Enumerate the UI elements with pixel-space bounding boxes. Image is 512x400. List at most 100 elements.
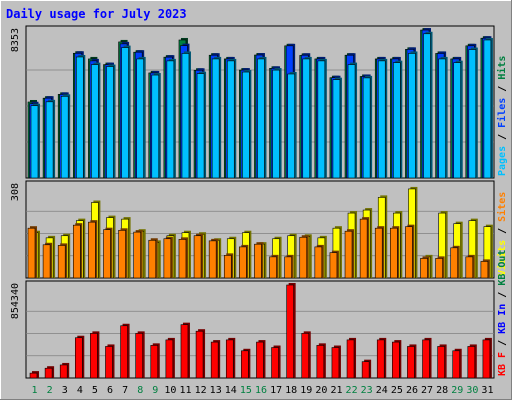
x-tick-label: 16 (255, 385, 267, 396)
sites-bar (72, 224, 81, 279)
sites-bar (27, 227, 36, 279)
sites-bar (42, 244, 51, 279)
sites-bar (208, 240, 217, 279)
pages-bar (287, 73, 295, 179)
kb-f-bar (422, 339, 430, 379)
pages-bar (196, 73, 205, 179)
sites-bar (254, 243, 262, 279)
kb-f-bar (120, 325, 128, 379)
x-tick-label: 24 (376, 385, 388, 396)
kb-f-bar (271, 347, 279, 379)
x-tick-label: 17 (270, 385, 282, 396)
pages-bar (332, 79, 341, 179)
kb-f-bar (301, 333, 310, 379)
y-max-label-top: 8353 (10, 28, 21, 52)
legend-entry: / (497, 128, 508, 146)
kb-f-bar (437, 346, 445, 379)
x-tick-label: 2 (47, 385, 53, 396)
x-tick-label: 14 (225, 385, 237, 396)
x-tick-label: 13 (210, 385, 222, 396)
legend-entry: Files (496, 98, 508, 128)
pages-bar (151, 74, 160, 179)
x-tick-label: 28 (436, 385, 448, 396)
pages-bar (483, 39, 492, 179)
x-tick-label: 1 (32, 385, 38, 396)
legend-bottom: KB F / KB In / KB Out (497, 250, 508, 376)
sites-bar (193, 235, 202, 279)
pages-bar (181, 53, 190, 179)
kb-f-bar (44, 367, 53, 379)
x-tick-label: 19 (300, 385, 312, 396)
pages-bar (226, 60, 235, 179)
pages-bar (393, 62, 401, 179)
kb-f-bar (392, 341, 400, 379)
pages-bar (136, 58, 144, 179)
pages-bar (166, 60, 175, 179)
kb-f-bar (210, 341, 219, 379)
x-tick-label: 23 (361, 385, 373, 396)
pages-bar (75, 56, 84, 179)
sites-bar (314, 246, 323, 279)
kb-f-bar (361, 361, 370, 379)
pages-bar (45, 101, 54, 179)
kb-f-bar (165, 339, 174, 379)
kb-f-bar (316, 345, 325, 379)
panel-middle: 308 Visits / Sites (10, 180, 508, 279)
sites-bar (118, 229, 126, 279)
kb-f-bar (467, 346, 476, 379)
panel-bottom: 854340 KB F / KB In / KB Out (10, 250, 508, 379)
legend-entry: KB F (497, 352, 508, 376)
pages-bar (408, 53, 416, 179)
sites-bar (88, 221, 96, 279)
sites-bar (344, 230, 353, 279)
sites-bar (299, 236, 308, 279)
x-tick-label: 8 (137, 385, 143, 396)
pages-bar (257, 58, 265, 179)
legend-entry: / (497, 286, 508, 304)
kb-f-bar (105, 346, 113, 379)
sites-bar (284, 256, 292, 279)
x-tick-label: 5 (92, 385, 98, 396)
sites-bar (374, 227, 383, 279)
sites-bar (269, 256, 277, 279)
kb-f-bar (59, 364, 68, 379)
kb-f-bar (90, 333, 98, 379)
kb-f-bar (225, 339, 234, 379)
x-tick-label: 12 (195, 385, 207, 396)
kb-f-bar (180, 324, 189, 379)
sites-bar (163, 238, 172, 279)
kb-f-bar (346, 339, 355, 379)
y-max-label-middle: 308 (10, 183, 21, 201)
kb-f-bar (195, 330, 204, 379)
legend-entry: Visits (496, 240, 508, 276)
pages-bar (347, 64, 356, 179)
legend-entry: / (497, 334, 508, 352)
x-tick-label: 30 (466, 385, 478, 396)
x-tick-label: 15 (240, 385, 252, 396)
sites-bar (329, 252, 338, 279)
kb-f-bar (407, 346, 415, 379)
sites-bar (390, 227, 398, 279)
x-tick-label: 9 (152, 385, 158, 396)
sites-bar (435, 258, 443, 279)
pages-bar (121, 47, 129, 179)
x-tick-label: 18 (285, 385, 297, 396)
kb-f-bar (452, 350, 461, 379)
x-tick-label: 10 (164, 385, 176, 396)
legend-entry: / (497, 80, 508, 98)
kb-f-bar (256, 341, 264, 379)
sites-bar (450, 247, 459, 279)
pages-bar (453, 62, 462, 179)
x-tick-label: 31 (481, 385, 493, 396)
x-axis-labels: 1 2 3 4 5 6 7 8 9 10 11 12 13 14 15 16 17 18 19 20 21 22 23 24 2… (32, 385, 494, 396)
pages-bar (242, 71, 250, 179)
legend-top: Pages / Files / Hits (496, 56, 508, 176)
pages-bar (438, 58, 446, 179)
pages-bar (106, 66, 114, 179)
legend-entry: KB Out (497, 250, 508, 286)
x-tick-label: 27 (421, 385, 433, 396)
chart-panels: 8353 Pages / Files / Hits 308 Visits / Site… (10, 25, 508, 379)
kb-f-bar (135, 333, 143, 379)
pages-bar (423, 33, 431, 179)
